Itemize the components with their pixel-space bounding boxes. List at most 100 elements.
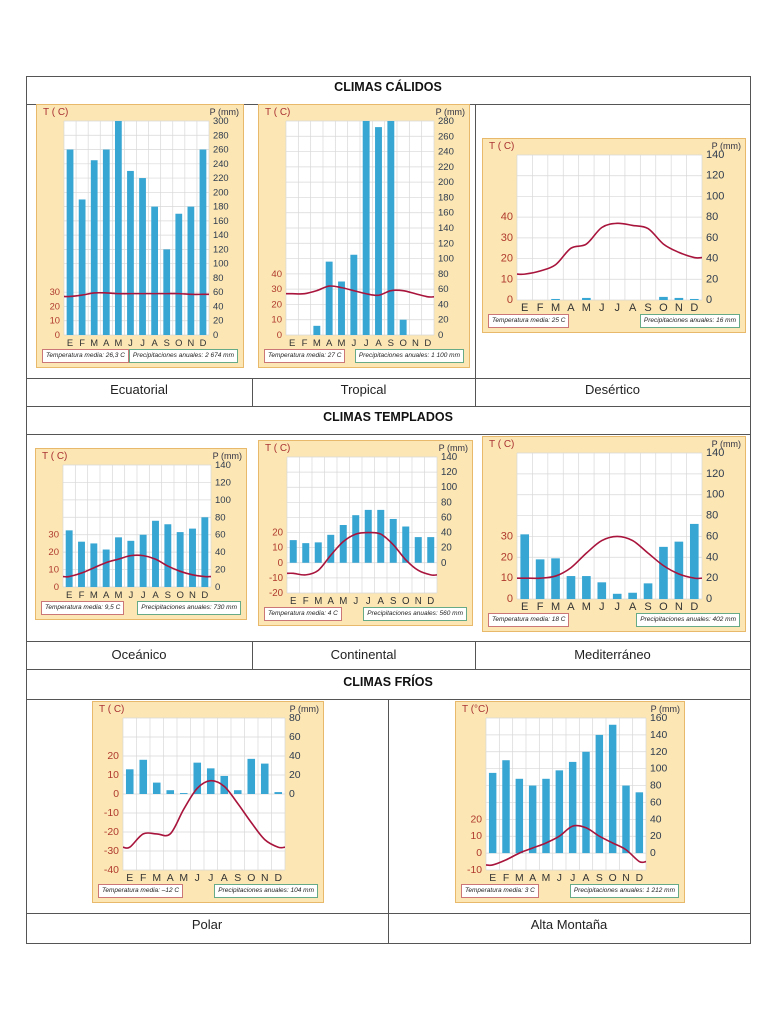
- month-label: N: [675, 601, 683, 613]
- t-tick-label: 30: [501, 232, 513, 244]
- precipitation-bar: [689, 523, 699, 599]
- t-tick-label: 30: [48, 530, 59, 541]
- precipitation-bar: [176, 532, 184, 587]
- month-label: F: [503, 873, 509, 884]
- p-tick-label: 140: [650, 730, 668, 741]
- month-label: J: [195, 873, 200, 884]
- month-label: F: [79, 590, 85, 601]
- p-tick-label: 180: [213, 202, 229, 212]
- month-label: J: [128, 590, 133, 601]
- precipitation-bar: [66, 149, 74, 335]
- precipitation-bar: [542, 778, 550, 854]
- month-label: M: [90, 590, 98, 601]
- p-tick-label: 20: [650, 831, 662, 842]
- precipitation-bar: [90, 160, 98, 335]
- month-label: M: [339, 596, 347, 607]
- precipitation-bar: [595, 734, 604, 854]
- month-label: S: [234, 873, 241, 884]
- precipitation-bar: [387, 121, 395, 335]
- precipitation-bar: [608, 724, 617, 854]
- p-tick-label: 20: [706, 273, 718, 285]
- temperature-line: [286, 531, 438, 576]
- precipitation-bar: [674, 541, 684, 599]
- p-tick-label: 40: [706, 551, 718, 563]
- precipitation-bar: [201, 517, 209, 587]
- t-tick-label: -40: [104, 865, 119, 876]
- caption-desertico: Desértico: [585, 382, 640, 397]
- precipitation-bar: [164, 524, 172, 587]
- precipitation-bar: [220, 775, 229, 794]
- month-label: S: [165, 590, 171, 601]
- precipitation-bar: [127, 540, 135, 587]
- p-tick-label: 140: [441, 452, 457, 463]
- temperature-line: [62, 554, 212, 578]
- month-label: E: [66, 590, 72, 601]
- table-border: [26, 76, 27, 944]
- month-label: A: [152, 338, 159, 348]
- month-label: O: [399, 338, 406, 349]
- precipitation-bar: [643, 583, 653, 599]
- precipitation-bar: [502, 760, 510, 854]
- precipitation-bar: [175, 213, 183, 335]
- month-label: J: [208, 873, 213, 884]
- month-label: O: [175, 338, 182, 348]
- month-label: O: [402, 596, 410, 607]
- t-axis-title: T ( C): [99, 704, 125, 715]
- month-label: N: [622, 873, 629, 884]
- month-label: M: [115, 590, 123, 601]
- t-axis-title: T ( C): [265, 107, 291, 118]
- t-tick-label: -10: [104, 808, 119, 819]
- month-label: J: [141, 590, 146, 601]
- t-tick-label: -10: [269, 573, 283, 584]
- month-label: O: [659, 601, 668, 613]
- month-label: M: [90, 338, 98, 348]
- precipitation-bar: [689, 298, 699, 300]
- month-label: A: [567, 302, 575, 314]
- month-label: A: [567, 601, 575, 613]
- precipitation-bar: [551, 558, 560, 599]
- month-label: M: [582, 302, 591, 314]
- precipitation-bar: [139, 178, 146, 335]
- month-label: J: [140, 338, 145, 348]
- month-label: N: [675, 302, 683, 314]
- month-label: F: [537, 601, 544, 613]
- temperature-summary: Temperatura media: 18 C: [488, 613, 570, 627]
- p-tick-label: 120: [213, 244, 229, 254]
- precipitation-bar: [622, 785, 630, 854]
- month-label: M: [542, 873, 551, 884]
- month-label: J: [614, 302, 620, 314]
- month-label: D: [200, 338, 207, 348]
- t-tick-label: 20: [501, 253, 513, 265]
- p-tick-label: 140: [706, 149, 724, 161]
- precipitation-bar: [90, 543, 98, 587]
- month-label: A: [583, 873, 590, 884]
- p-tick-label: 60: [441, 512, 452, 523]
- precipitation-bar: [364, 509, 372, 563]
- precipitation-bar: [339, 525, 347, 563]
- p-tick-label: 60: [215, 530, 226, 541]
- precipitation-bar: [674, 297, 684, 300]
- month-label: F: [303, 596, 309, 607]
- p-tick-label: 0: [289, 789, 295, 800]
- precipitation-bar: [314, 542, 322, 563]
- section-title-calidos: CLIMAS CÁLIDOS: [334, 80, 442, 94]
- month-label: E: [290, 596, 297, 607]
- month-label: A: [378, 596, 385, 607]
- month-label: M: [551, 302, 560, 314]
- p-tick-label: 220: [438, 162, 454, 173]
- p-tick-label: 100: [441, 482, 457, 493]
- p-tick-label: 0: [438, 330, 443, 341]
- caption-mediterraneo: Mediterráneo: [574, 647, 651, 662]
- t-tick-label: 0: [54, 582, 59, 593]
- p-tick-label: 40: [215, 547, 226, 558]
- month-label: J: [128, 338, 133, 348]
- month-label: M: [179, 873, 188, 884]
- t-tick-label: -20: [269, 588, 283, 599]
- p-tick-label: 0: [441, 558, 446, 569]
- month-label: A: [152, 590, 159, 601]
- caption-oceanico: Oceánico: [111, 647, 167, 662]
- month-label: O: [659, 302, 668, 314]
- month-label: D: [636, 873, 643, 884]
